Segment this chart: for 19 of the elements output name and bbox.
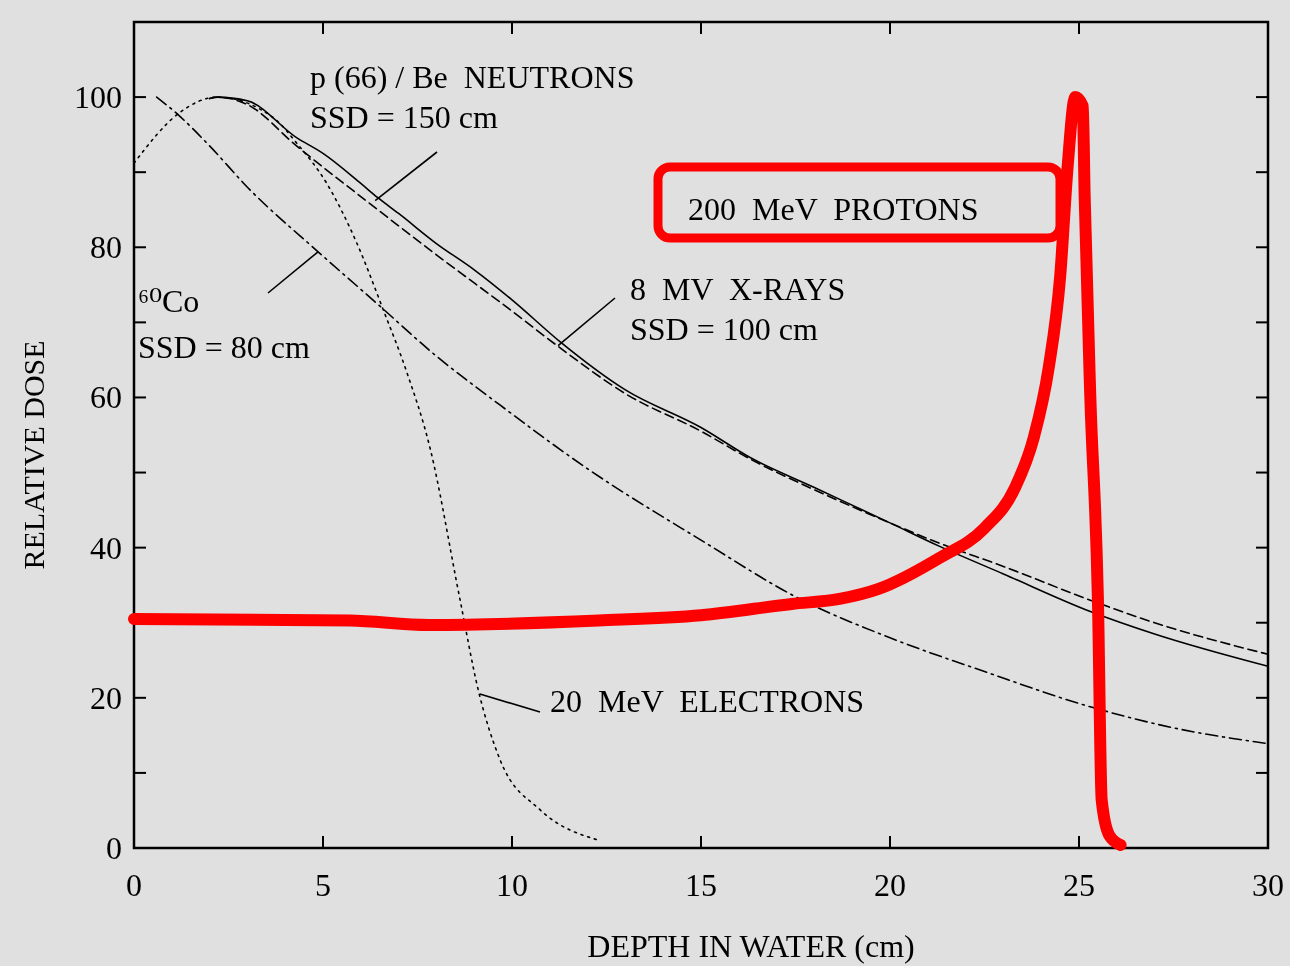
- y-tick-label: 20: [90, 679, 122, 716]
- x-axis-title: DEPTH IN WATER (cm): [587, 928, 915, 964]
- y-tick-label: 60: [90, 379, 122, 416]
- annotation: 8 MV X-RAYS SSD = 100 cm: [630, 271, 846, 347]
- y-tick-label: 100: [74, 79, 122, 116]
- annotation: ⁶⁰Co SSD = 80 cm: [138, 283, 310, 365]
- annotation: p (66) / Be NEUTRONS SSD = 150 cm: [310, 59, 635, 135]
- y-tick-label: 80: [90, 229, 122, 266]
- x-tick-label: 5: [315, 867, 331, 903]
- y-axis-title: RELATIVE DOSE: [17, 340, 50, 570]
- x-tick-label: 15: [685, 867, 717, 903]
- annotation: 20 MeV ELECTRONS: [550, 683, 865, 719]
- y-tick-label: 40: [90, 529, 122, 566]
- x-tick-label: 10: [496, 867, 528, 903]
- x-tick-label: 25: [1063, 867, 1095, 903]
- x-tick-label: 20: [874, 867, 906, 903]
- y-tick-label: 0: [106, 830, 122, 866]
- annotation: 200 MeV PROTONS: [688, 191, 979, 227]
- x-tick-label: 30: [1252, 867, 1284, 903]
